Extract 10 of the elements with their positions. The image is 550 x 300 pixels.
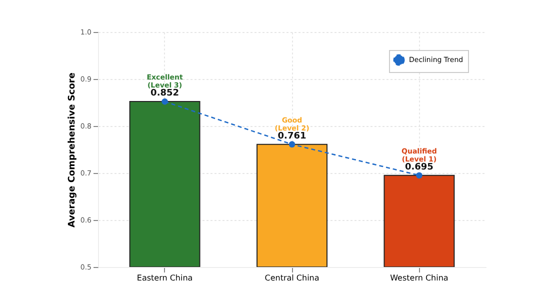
data-label: 0.761: [278, 131, 306, 142]
y-axis-title: Average Comprehensive Score: [67, 72, 78, 228]
point: [416, 172, 422, 179]
x-tick-label: Central China: [264, 274, 320, 282]
x-tick-label: Eastern China: [136, 274, 193, 282]
data-label: 0.695: [404, 162, 434, 172]
point: [288, 141, 296, 148]
data-label: 0.852: [150, 88, 180, 99]
point: [162, 98, 168, 105]
x-tick-label: Western China: [390, 274, 448, 282]
